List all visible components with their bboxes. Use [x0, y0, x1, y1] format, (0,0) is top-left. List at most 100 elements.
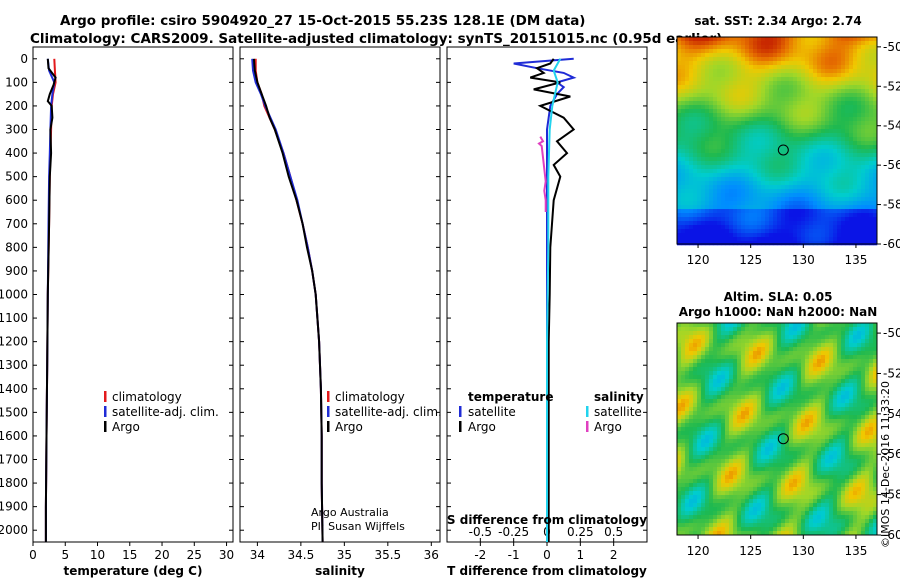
map-cell [853, 197, 858, 202]
map-cell [701, 89, 706, 94]
map-cell [785, 229, 790, 234]
map-cell [873, 363, 878, 368]
map-cell [841, 165, 846, 170]
map-cell [701, 443, 706, 448]
map-cell [737, 189, 742, 194]
map-cell [713, 351, 718, 356]
map-cell [845, 443, 850, 448]
map-cell [821, 173, 826, 178]
map-cell [697, 451, 702, 456]
map-cell [833, 427, 838, 432]
map-cell [789, 197, 794, 202]
map-cell [833, 121, 838, 126]
map-cell [821, 355, 826, 360]
map-cell [713, 487, 718, 492]
map-cell [857, 133, 862, 138]
map-cell [761, 181, 766, 186]
map-cell [869, 399, 874, 404]
map-cell [809, 217, 814, 222]
map-cell [781, 475, 786, 480]
map-cell [737, 41, 742, 46]
map-cell [733, 161, 738, 166]
map-cell [721, 121, 726, 126]
map-cell [745, 487, 750, 492]
map-cell [769, 113, 774, 118]
map-cell [745, 165, 750, 170]
map-cell [741, 133, 746, 138]
map-cell [809, 165, 814, 170]
map-cell [781, 173, 786, 178]
map-cell [705, 57, 710, 62]
map-cell [777, 153, 782, 158]
map-cell [701, 479, 706, 484]
map-cell [825, 105, 830, 110]
map-cell [793, 367, 798, 372]
map-cell [849, 217, 854, 222]
map-cell [865, 471, 870, 476]
map-cell [801, 447, 806, 452]
map-cell [853, 125, 858, 130]
map-cell [717, 93, 722, 98]
map-cell [761, 57, 766, 62]
map-cell [865, 419, 870, 424]
map-cell [833, 487, 838, 492]
map-cell [833, 471, 838, 476]
map-cell [729, 411, 734, 416]
map-cell [685, 463, 690, 468]
map-cell [713, 165, 718, 170]
map-cell [737, 427, 742, 432]
map-cell [825, 479, 830, 484]
map-cell [685, 93, 690, 98]
map-cell [685, 181, 690, 186]
map-cell [757, 153, 762, 158]
map-cell [869, 185, 874, 190]
map-cell [869, 391, 874, 396]
map-cell [681, 209, 686, 214]
map-cell [841, 335, 846, 340]
map-cell [813, 81, 818, 86]
map-cell [857, 443, 862, 448]
map-cell [693, 347, 698, 352]
map-cell [861, 45, 866, 50]
map-cell [729, 367, 734, 372]
map-cell [753, 113, 758, 118]
map-cell [805, 121, 810, 126]
map-cell [689, 229, 694, 234]
map-cell [781, 105, 786, 110]
map-cell [713, 379, 718, 384]
map-cell [797, 105, 802, 110]
map-cell [777, 431, 782, 436]
map-cell [713, 359, 718, 364]
map-cell [689, 161, 694, 166]
map-cell [837, 487, 842, 492]
map-cell [793, 359, 798, 364]
map-cell [805, 363, 810, 368]
map-cell [801, 455, 806, 460]
map-cell [793, 419, 798, 424]
map-cell [861, 399, 866, 404]
map-cell [809, 399, 814, 404]
map-cell [689, 475, 694, 480]
map-cell [821, 209, 826, 214]
map-cell [797, 347, 802, 352]
map-cell [777, 229, 782, 234]
map-cell [733, 101, 738, 106]
map-cell [709, 375, 714, 380]
map-cell [841, 85, 846, 90]
map-cell [825, 201, 830, 206]
depth-tick-label: 1600 [0, 429, 28, 443]
map-cell [713, 331, 718, 336]
map-cell [705, 49, 710, 54]
map-cell [857, 423, 862, 428]
map-cell [869, 331, 874, 336]
map-cell [765, 45, 770, 50]
map-cell [865, 185, 870, 190]
map-cell [833, 217, 838, 222]
map-cell [693, 101, 698, 106]
map-cell [725, 371, 730, 376]
map-cell [753, 57, 758, 62]
map-cell [869, 201, 874, 206]
map-cell [789, 335, 794, 340]
map-cell [821, 427, 826, 432]
map-cell [801, 153, 806, 158]
